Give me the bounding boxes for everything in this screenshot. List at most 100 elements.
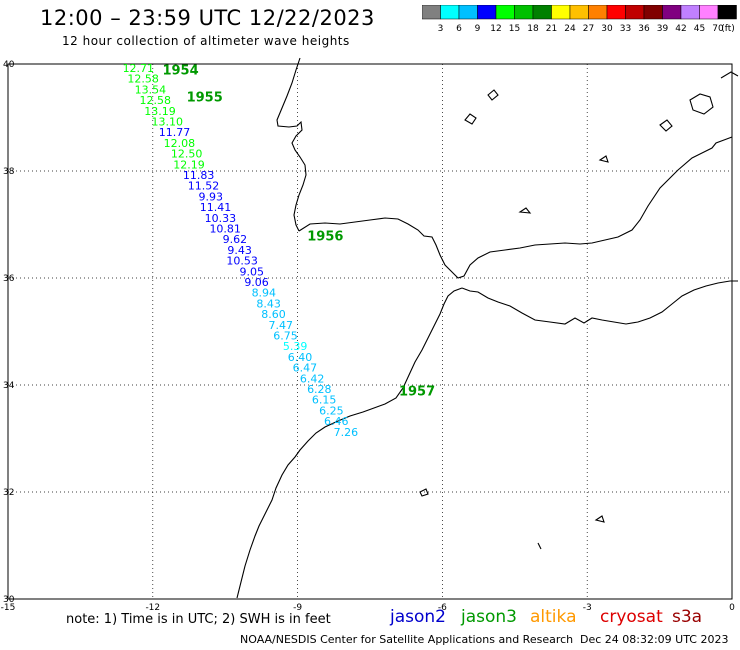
wave-height-value: 6.46 [324,415,349,428]
colorbar-label: 3 [438,24,444,34]
wave-height-value: 8.94 [252,287,277,300]
wave-height-value: 12.58 [139,94,171,107]
time-label: 1955 [187,90,223,105]
colorbar-label: 39 [657,24,669,34]
wave-height-value: 11.83 [183,169,215,182]
time-label: 1954 [162,64,198,79]
colorbar-label: 30 [601,24,613,34]
lat-tick-label: 38 [3,167,15,177]
island-menorca [720,71,739,79]
lat-tick-label: 36 [3,274,15,284]
wave-height-value: 12.19 [173,158,205,171]
colorbar-label: 42 [675,24,686,34]
wave-height-value: 6.47 [293,362,318,375]
wave-height-value: 9.05 [239,265,264,278]
colorbar-label: 18 [527,24,539,34]
wave-height-value: 9.43 [227,244,252,257]
wave-height-value: 5.39 [283,340,308,353]
coastline-morocco [236,287,463,599]
lat-tick-label: 32 [3,488,14,498]
lon-tick-label: -12 [145,603,160,613]
footer-credit: NOAA/NESDIS Center for Satellite Applica… [240,633,574,646]
wave-height-value: 12.50 [171,148,203,161]
wave-height-value: 11.52 [188,180,220,193]
wave-height-value: 7.26 [334,426,359,439]
lat-tick-label: 40 [3,60,15,70]
wave-height-value: 13.10 [152,116,184,129]
mission-s3a: s3a [672,607,703,627]
colorbar-label: 33 [620,24,631,34]
wave-height-value: 10.33 [205,212,237,225]
coastline-iberia-south [298,136,733,279]
lake-2 [487,89,499,101]
colorbar-label: 9 [475,24,481,34]
coastline [236,57,739,599]
colorbar-label: 21 [546,24,557,34]
colorbar-legend: 3 6 9 12 15 18 21 24 27 30 33 36 39 42 45 70(ft) [422,5,737,34]
wave-height-value: 9.93 [198,190,223,203]
wave-height-value: 12.08 [164,137,196,150]
time-label: 1957 [399,385,435,400]
wave-height-value: 6.75 [273,330,298,343]
lon-tick-label: -3 [583,603,592,613]
lon-tick-label: -15 [1,603,16,613]
lake-1 [464,113,477,125]
colorbar-label: 6 [456,24,462,34]
footer-timestamp: Dec 24 08:32:09 UTC 2023 [580,633,729,646]
axis-tick-labels: -15 -12 -9 -6 -3 0 30 32 34 36 38 40 [1,60,735,613]
coastline-iberia-west [276,57,307,232]
wave-height-value: 10.53 [226,255,258,268]
wave-height-value: 13.54 [135,83,167,96]
wave-height-value: 6.40 [288,351,313,364]
colorbar-label: 12 [490,24,501,34]
wave-height-value: 9.62 [223,233,248,246]
colorbar-label: 15 [509,24,520,34]
colorbar-label: 24 [564,24,576,34]
island-small-1 [594,515,605,523]
lat-tick-label: 30 [3,595,15,605]
lake-3 [518,207,532,214]
island-small-2 [537,542,542,550]
colorbar-label: 27 [583,24,594,34]
wave-height-value: 6.28 [307,383,332,396]
wave-height-value: 10.81 [209,223,241,236]
wave-height-value: 11.41 [200,201,232,214]
wave-height-value: 6.42 [300,372,325,385]
lake-4 [598,155,609,163]
lon-tick-label: -9 [293,603,302,613]
wave-height-value: 8.60 [261,308,286,321]
lat-tick-label: 34 [3,381,15,391]
time-label: 1956 [307,230,343,245]
wave-height-value: 9.06 [244,276,269,289]
colorbar-label: 45 [694,24,705,34]
map-title: 12:00 – 23:59 UTC 12/22/2023 [40,6,375,30]
lon-tick-label: 0 [729,603,735,613]
wave-height-labels: 12.7112.5813.5412.5813.1913.1011.7712.08… [123,62,436,439]
wave-height-value: 7.47 [268,319,293,332]
wave-height-value: 6.15 [312,394,337,407]
mission-jason2: jason2 [390,607,446,627]
mission-jason3: jason3 [461,607,517,627]
mission-altika: altika [530,607,577,627]
wave-height-value: 8.43 [256,297,281,310]
map-subtitle: 12 hour collection of altimeter wave hei… [62,34,350,48]
wave-height-value: 12.58 [127,73,159,86]
colorbar-swatch [717,5,737,20]
map-frame [7,63,733,600]
mission-cryosat: cryosat [600,607,663,627]
island-ibiza [659,119,673,132]
lon-tick-label: -6 [438,603,447,613]
colorbar-label: 36 [638,24,650,34]
coastline-north-africa [461,280,738,325]
colorbar-label: 70 [712,24,724,34]
footer-note: note: 1) Time is in UTC; 2) SWH is in fe… [66,612,331,627]
lat-lon-grid [7,63,733,600]
wave-height-value: 11.77 [159,126,191,139]
island-alboran [419,488,429,497]
wave-height-value: 13.19 [144,105,176,118]
island-mallorca [689,93,714,115]
colorbar-unit: (ft) [721,24,735,34]
wave-height-value: 6.25 [319,404,344,417]
wave-height-value: 12.71 [123,62,155,75]
